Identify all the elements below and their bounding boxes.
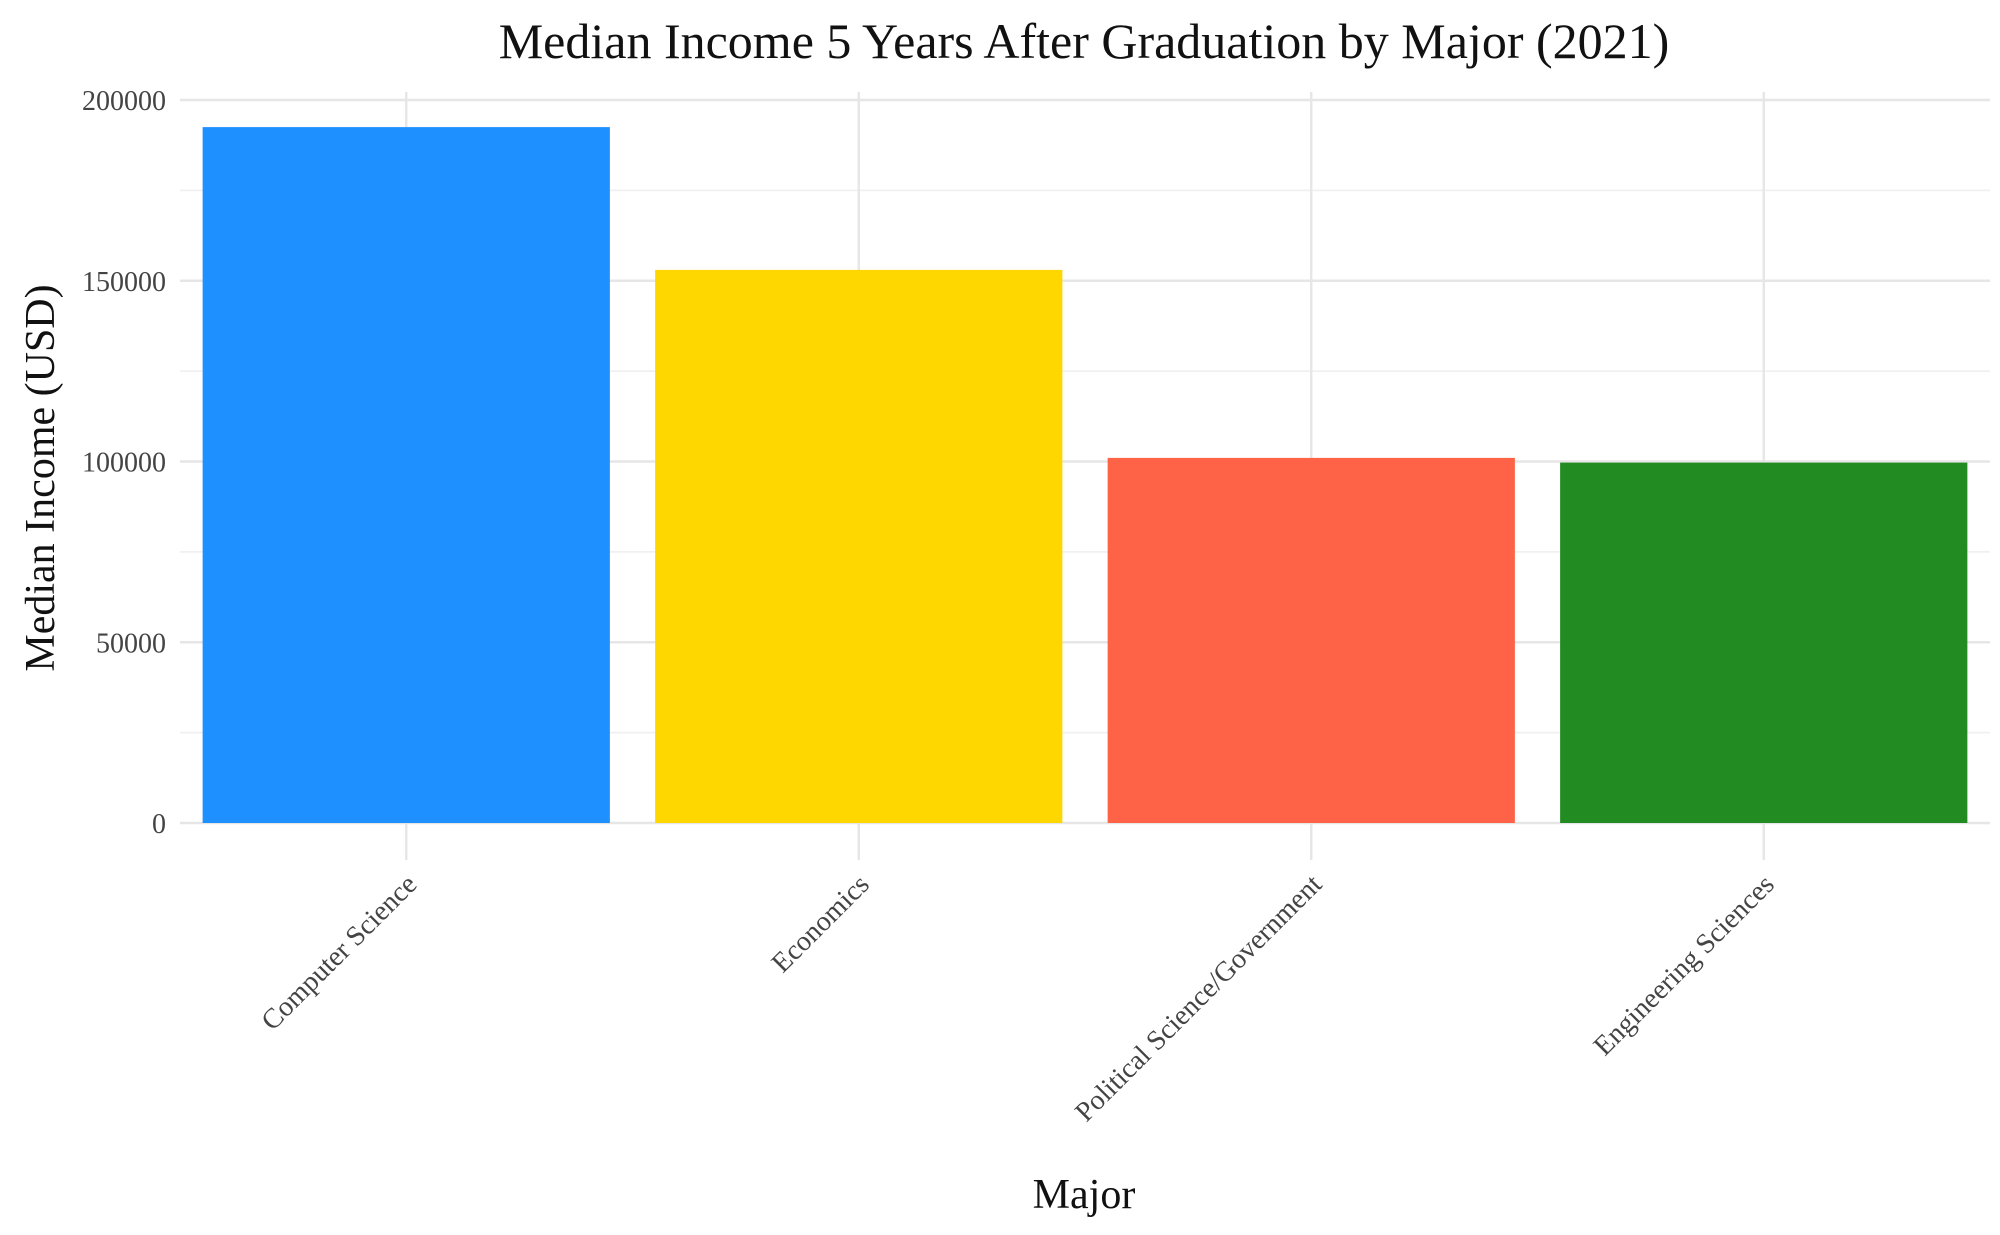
chart-title: Median Income 5 Years After Graduation b… bbox=[499, 13, 1670, 69]
x-axis-tick-labels: Computer Science Economics Political Scien… bbox=[256, 869, 1781, 1128]
bar-political-science-government bbox=[1107, 457, 1515, 823]
y-tick-label: 200000 bbox=[82, 86, 166, 117]
y-axis-tick-labels: 0 50000 100000 150000 200000 bbox=[82, 86, 166, 840]
bar-economics bbox=[655, 269, 1063, 823]
x-tick-label: Political Science/Government bbox=[1069, 869, 1328, 1128]
bar-engineering-sciences bbox=[1560, 462, 1968, 823]
y-tick-label: 50000 bbox=[96, 628, 166, 659]
x-axis-title: Major bbox=[1033, 1172, 1136, 1218]
bar-computer-science bbox=[202, 127, 610, 824]
y-tick-label: 100000 bbox=[82, 448, 166, 479]
y-axis-title: Median Income (USD) bbox=[18, 284, 64, 671]
bars bbox=[202, 127, 1968, 824]
x-tick-label: Engineering Sciences bbox=[1588, 869, 1781, 1062]
x-tick-label: Economics bbox=[766, 869, 876, 979]
y-tick-label: 0 bbox=[152, 809, 166, 840]
x-tick-label: Computer Science bbox=[256, 869, 424, 1037]
y-tick-label: 150000 bbox=[82, 267, 166, 298]
